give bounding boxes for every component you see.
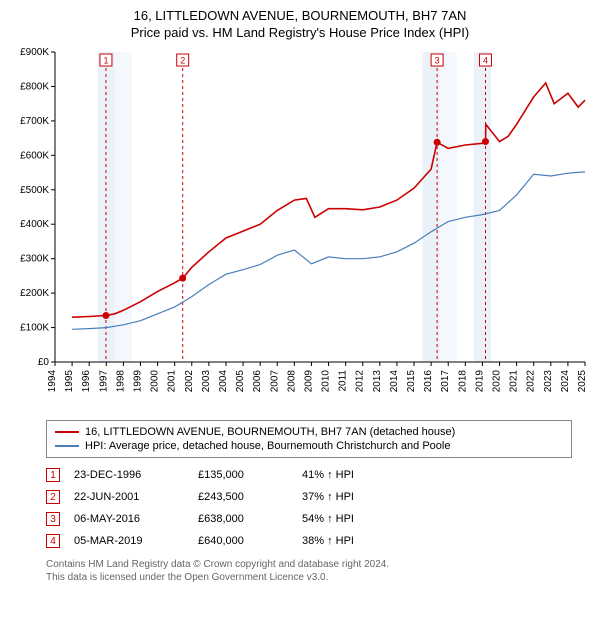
sale-date: 06-MAY-2016	[74, 513, 184, 525]
svg-text:2: 2	[180, 56, 185, 66]
svg-text:2017: 2017	[440, 370, 451, 393]
sale-pct: 54% ↑ HPI	[302, 513, 402, 525]
svg-text:2009: 2009	[303, 370, 314, 393]
table-row: 3 06-MAY-2016 £638,000 54% ↑ HPI	[46, 508, 572, 530]
svg-text:2000: 2000	[150, 370, 161, 393]
sale-price: £638,000	[198, 513, 288, 525]
legend-item: HPI: Average price, detached house, Bour…	[55, 439, 563, 453]
svg-text:2011: 2011	[338, 370, 349, 392]
svg-text:2019: 2019	[474, 370, 485, 393]
sale-pct: 37% ↑ HPI	[302, 491, 402, 503]
table-row: 2 22-JUN-2001 £243,500 37% ↑ HPI	[46, 486, 572, 508]
table-row: 1 23-DEC-1996 £135,000 41% ↑ HPI	[46, 464, 572, 486]
sale-price: £135,000	[198, 469, 288, 481]
sale-pct: 38% ↑ HPI	[302, 535, 402, 547]
svg-text:2010: 2010	[321, 370, 332, 393]
svg-text:1996: 1996	[81, 370, 92, 393]
svg-text:1999: 1999	[132, 370, 143, 393]
legend-label: 16, LITTLEDOWN AVENUE, BOURNEMOUTH, BH7 …	[85, 426, 455, 438]
svg-text:2002: 2002	[184, 370, 195, 393]
sale-marker-box: 1	[46, 468, 60, 482]
legend-item: 16, LITTLEDOWN AVENUE, BOURNEMOUTH, BH7 …	[55, 425, 563, 439]
svg-text:£800K: £800K	[20, 81, 49, 92]
svg-text:2007: 2007	[269, 370, 280, 393]
svg-text:2014: 2014	[389, 370, 400, 393]
svg-text:2025: 2025	[577, 370, 588, 393]
sale-pct: 41% ↑ HPI	[302, 469, 402, 481]
sale-date: 23-DEC-1996	[74, 469, 184, 481]
svg-text:2020: 2020	[492, 370, 503, 393]
legend-label: HPI: Average price, detached house, Bour…	[85, 440, 450, 452]
svg-text:2008: 2008	[286, 370, 297, 393]
svg-text:1998: 1998	[115, 370, 126, 393]
chart-title-block: 16, LITTLEDOWN AVENUE, BOURNEMOUTH, BH7 …	[4, 8, 596, 40]
legend-swatch	[55, 431, 79, 433]
svg-text:2021: 2021	[509, 370, 520, 393]
title-subtitle: Price paid vs. HM Land Registry's House …	[4, 25, 596, 40]
line-chart-svg: £0 £100K £200K £300K £400K £500K £600K £700K £80…	[5, 44, 595, 414]
legend-swatch	[55, 445, 79, 447]
sale-marker-box: 4	[46, 534, 60, 548]
svg-text:£200K: £200K	[20, 288, 49, 299]
svg-text:1997: 1997	[98, 370, 109, 393]
svg-text:2012: 2012	[355, 370, 366, 393]
title-address: 16, LITTLEDOWN AVENUE, BOURNEMOUTH, BH7 …	[4, 8, 596, 23]
table-row: 4 05-MAR-2019 £640,000 38% ↑ HPI	[46, 530, 572, 552]
chart-area: £0 £100K £200K £300K £400K £500K £600K £700K £80…	[5, 44, 595, 414]
svg-text:1995: 1995	[64, 370, 75, 393]
svg-text:2023: 2023	[543, 370, 554, 393]
footnote: Contains HM Land Registry data © Crown c…	[46, 558, 572, 584]
svg-text:£500K: £500K	[20, 185, 49, 196]
sale-date: 22-JUN-2001	[74, 491, 184, 503]
svg-text:2005: 2005	[235, 370, 246, 393]
sale-date: 05-MAR-2019	[74, 535, 184, 547]
svg-text:2018: 2018	[457, 370, 468, 393]
svg-text:£400K: £400K	[20, 219, 49, 230]
sale-marker-box: 3	[46, 512, 60, 526]
svg-text:4: 4	[483, 56, 488, 66]
svg-text:2003: 2003	[201, 370, 212, 393]
svg-text:3: 3	[435, 56, 440, 66]
footnote-line: This data is licensed under the Open Gov…	[46, 571, 572, 584]
legend: 16, LITTLEDOWN AVENUE, BOURNEMOUTH, BH7 …	[46, 420, 572, 458]
sale-marker-box: 2	[46, 490, 60, 504]
svg-text:£600K: £600K	[20, 150, 49, 161]
sales-table: 1 23-DEC-1996 £135,000 41% ↑ HPI 2 22-JU…	[46, 464, 572, 552]
footnote-line: Contains HM Land Registry data © Crown c…	[46, 558, 572, 571]
sale-price: £243,500	[198, 491, 288, 503]
svg-text:£0: £0	[38, 357, 50, 368]
svg-text:1: 1	[103, 56, 108, 66]
svg-text:£900K: £900K	[20, 47, 49, 58]
svg-text:2022: 2022	[526, 370, 537, 393]
svg-text:2016: 2016	[423, 370, 434, 393]
svg-text:2024: 2024	[560, 370, 571, 393]
svg-text:2013: 2013	[372, 370, 383, 393]
svg-text:£100K: £100K	[20, 323, 49, 334]
svg-text:2015: 2015	[406, 370, 417, 393]
svg-text:1994: 1994	[47, 370, 58, 393]
svg-text:2001: 2001	[167, 370, 178, 393]
svg-text:£700K: £700K	[20, 116, 49, 127]
sale-price: £640,000	[198, 535, 288, 547]
svg-text:2004: 2004	[218, 370, 229, 393]
svg-text:2006: 2006	[252, 370, 263, 393]
svg-text:£300K: £300K	[20, 254, 49, 265]
